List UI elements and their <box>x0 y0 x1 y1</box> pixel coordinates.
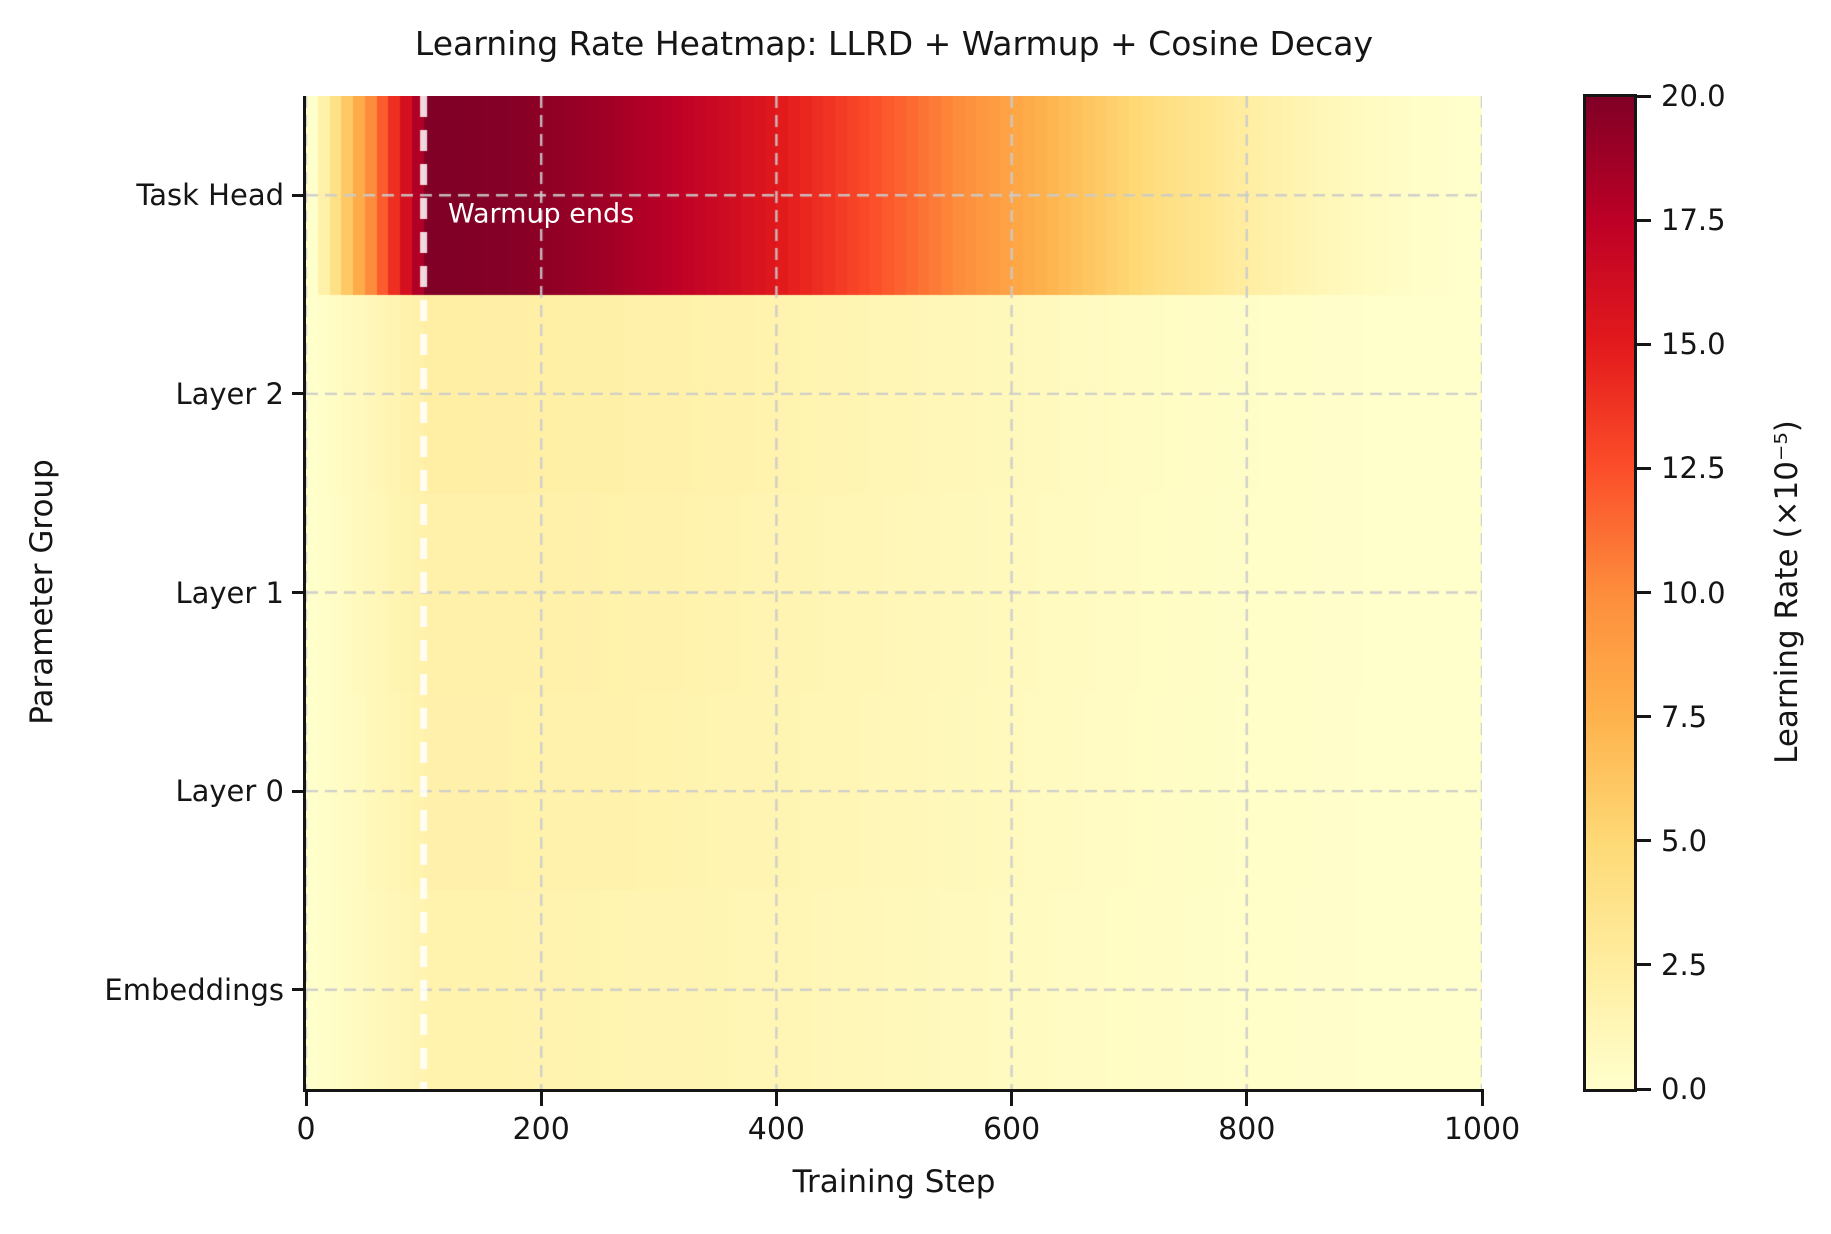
colorbar-tick-mark <box>1637 218 1651 222</box>
x-axis-spine <box>303 1089 1484 1092</box>
colorbar-tick-mark <box>1637 342 1651 346</box>
colorbar-gradient <box>1583 94 1637 1092</box>
x-tick-mark <box>1480 1092 1484 1106</box>
x-tick-label: 400 <box>747 1112 806 1147</box>
colorbar-tick-label: 12.5 <box>1661 451 1726 486</box>
y-axis-title: Parameter Group <box>24 459 60 725</box>
x-axis-title: Training Step <box>792 1164 996 1200</box>
y-tick-mark <box>292 988 306 992</box>
colorbar-tick-mark <box>1637 963 1651 967</box>
colorbar-tick-label: 20.0 <box>1661 79 1726 113</box>
colorbar-tick-mark <box>1637 839 1651 843</box>
x-tick-label: 1000 <box>1443 1112 1521 1147</box>
colorbar-tick-mark <box>1637 715 1651 719</box>
colorbar-tick-mark <box>1637 94 1651 98</box>
x-tick-mark <box>774 1092 778 1106</box>
y-tick-mark <box>292 591 306 594</box>
y-tick-mark <box>292 789 306 793</box>
x-tick-label: 200 <box>512 1112 570 1147</box>
x-tick-label: 0 <box>296 1112 316 1147</box>
y-tick-label: Embeddings <box>104 972 284 1007</box>
colorbar-tick-label: 7.5 <box>1661 699 1708 734</box>
colorbar-tick-mark <box>1637 1087 1651 1091</box>
chart-title: Learning Rate Heatmap: LLRD + Warmup + C… <box>414 24 1374 63</box>
colorbar-title: Learning Rate (×10⁻⁵) <box>1769 420 1805 764</box>
y-tick-label: Layer 2 <box>175 376 284 411</box>
colorbar-tick-label: 5.0 <box>1661 823 1708 858</box>
colorbar-tick-label: 10.0 <box>1661 575 1726 610</box>
y-tick-label: Layer 1 <box>175 575 284 610</box>
colorbar-tick-label: 17.5 <box>1661 203 1726 238</box>
y-tick-label: Layer 0 <box>175 774 284 809</box>
y-tick-mark <box>292 392 306 396</box>
x-tick-mark <box>1010 1092 1014 1106</box>
colorbar-tick-label: 2.5 <box>1661 947 1708 982</box>
y-tick-mark <box>292 193 306 197</box>
x-tick-mark <box>539 1092 543 1106</box>
colorbar-tick-mark <box>1637 591 1651 594</box>
y-axis-spine <box>303 96 306 1092</box>
x-tick-mark <box>304 1092 308 1106</box>
x-tick-label: 800 <box>1218 1112 1276 1147</box>
x-tick-label: 600 <box>982 1112 1041 1147</box>
colorbar-tick-label: 15.0 <box>1661 327 1726 362</box>
x-tick-mark <box>1245 1092 1249 1106</box>
heatmap-canvas <box>306 96 1482 1089</box>
y-tick-label: Task Head <box>136 178 284 213</box>
warmup-ends-annotation: Warmup ends <box>448 198 635 230</box>
colorbar-tick-mark <box>1637 466 1651 470</box>
colorbar-tick-label: 0.0 <box>1661 1072 1708 1106</box>
